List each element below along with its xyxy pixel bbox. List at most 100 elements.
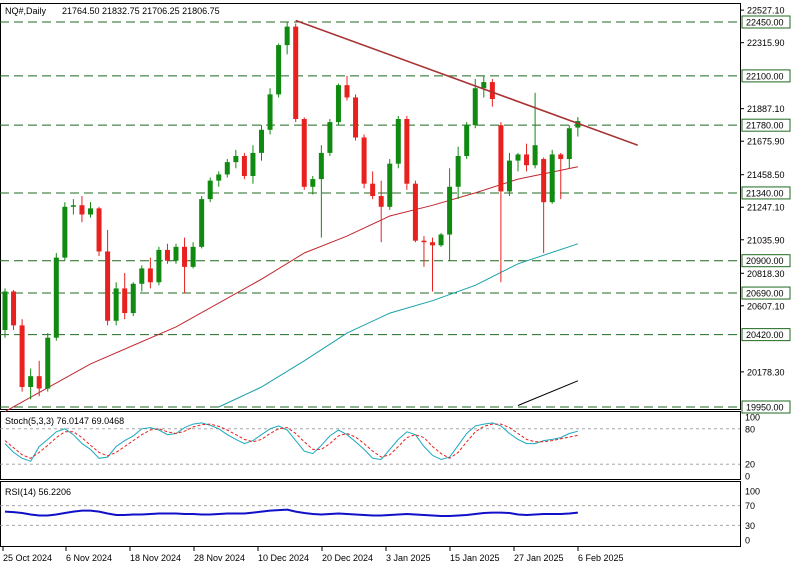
candle-body — [216, 174, 222, 181]
date-tick-label: 25 Oct 2024 — [3, 553, 52, 563]
candle-body — [532, 145, 538, 166]
date-tick-label: 6 Feb 2025 — [578, 553, 624, 563]
level-tag — [741, 118, 791, 132]
candle-body — [524, 154, 530, 166]
price-tick-label: 22315.90 — [747, 38, 785, 48]
date-tick-label: 3 Jan 2025 — [386, 553, 431, 563]
candle-body — [310, 179, 316, 187]
level-labels: 22450.00 22100.00 21780.00 21340.00 20900.00… — [741, 15, 791, 414]
candle-body — [318, 152, 324, 180]
candle-body — [173, 246, 179, 261]
rsi-line — [4, 508, 579, 517]
ma50-line — [4, 166, 579, 413]
candle-body — [2, 291, 8, 330]
candle-body — [233, 155, 239, 163]
date-tick-label: 18 Nov 2024 — [130, 553, 181, 563]
candle-body — [515, 154, 521, 161]
stoch-tick-label: 20 — [745, 460, 755, 470]
candle-body — [549, 154, 555, 203]
candle-body — [472, 88, 478, 126]
candle-body — [79, 205, 85, 215]
level-tag — [741, 15, 791, 29]
ma100-line — [218, 243, 579, 408]
moving-averages — [4, 166, 579, 413]
stoch-tick-label: 80 — [745, 424, 755, 434]
rsi-pane — [0, 481, 741, 547]
candle-body — [190, 246, 196, 267]
date-tick-label: 15 Jan 2025 — [450, 553, 500, 563]
date-axis: 25 Oct 2024 6 Nov 2024 18 Nov 2024 28 Nov 2… — [2, 547, 624, 563]
ma200-line — [517, 380, 579, 406]
price-tick-label: 21247.10 — [747, 203, 785, 213]
level-tag — [741, 186, 791, 200]
price-tick-label: 20178.30 — [747, 367, 785, 377]
candle-body — [276, 45, 282, 95]
candle-body — [558, 154, 564, 160]
candle-body — [455, 155, 461, 187]
rsi-tick-label: 70 — [745, 501, 755, 511]
price-tick-label: 21458.50 — [747, 170, 785, 180]
candle-body — [147, 268, 153, 283]
candle-body — [182, 246, 188, 267]
candle-body — [53, 257, 59, 338]
candle-body — [28, 376, 34, 387]
candle-body — [361, 137, 367, 184]
candle-body — [62, 206, 68, 258]
rsi-label: RSI(14) 56.2206 — [5, 487, 71, 497]
candle-body — [130, 283, 136, 314]
candle-body — [105, 251, 111, 321]
stoch-tick-label: 100 — [745, 413, 760, 423]
candle-body — [164, 249, 170, 261]
candle-body — [335, 85, 341, 123]
candle-body — [541, 159, 547, 203]
level-label: 20900.00 — [746, 256, 784, 266]
candle-body — [259, 129, 264, 153]
candle-body — [430, 242, 435, 246]
level-label: 22100.00 — [746, 71, 784, 81]
candle-body — [327, 122, 333, 153]
price-tick-label: 20818.30 — [747, 269, 785, 279]
stoch-label: Stoch(5,3,3) 76.0147 69.0468 — [5, 416, 124, 426]
rsi-tick-label: 0 — [745, 536, 750, 546]
candle-body — [395, 119, 401, 164]
candle-body — [370, 183, 376, 197]
candle-body — [447, 186, 453, 235]
symbol-label: NQ#,Daily — [5, 6, 47, 16]
level-label: 20690.00 — [746, 289, 784, 299]
candle-body — [267, 94, 273, 130]
price-tick-label: 21887.10 — [747, 104, 785, 114]
candle-body — [36, 376, 42, 389]
rsi-tick-label: 100 — [745, 487, 760, 497]
date-tick-label: 20 Dec 2024 — [322, 553, 373, 563]
price-tick-label: 20607.10 — [747, 301, 785, 311]
candle-body — [224, 162, 230, 175]
level-tag — [741, 254, 791, 268]
date-tick-label: 10 Dec 2024 — [258, 553, 309, 563]
stoch-signal-line — [4, 423, 579, 459]
resistance-trendline — [295, 19, 638, 146]
candle-body — [207, 180, 213, 200]
ohlc-readout: 21764.50 21832.75 21706.25 21806.75 — [62, 6, 220, 16]
price-tick-label: 22527.10 — [747, 6, 785, 16]
candle-body — [412, 183, 418, 241]
stoch-tick-label: 0 — [745, 472, 750, 482]
candle-body — [70, 205, 76, 207]
candle-body — [45, 337, 51, 389]
candle-body — [421, 240, 427, 243]
candle-body — [378, 196, 384, 207]
candle-body — [113, 288, 119, 321]
date-tick-label: 27 Jan 2025 — [514, 553, 564, 563]
candle-body — [284, 26, 290, 46]
candle-body — [199, 199, 205, 247]
candle-body — [481, 82, 487, 89]
candle-body — [506, 160, 512, 192]
candle-body — [489, 82, 495, 99]
candle-body — [464, 125, 470, 156]
candle-body — [353, 97, 359, 138]
candle-body — [156, 249, 162, 283]
rsi-tick-label: 30 — [745, 521, 755, 531]
candle-body — [11, 291, 17, 326]
price-axis: 22527.10 22315.90 21887.10 21675.90 21458.50… — [740, 6, 785, 377]
